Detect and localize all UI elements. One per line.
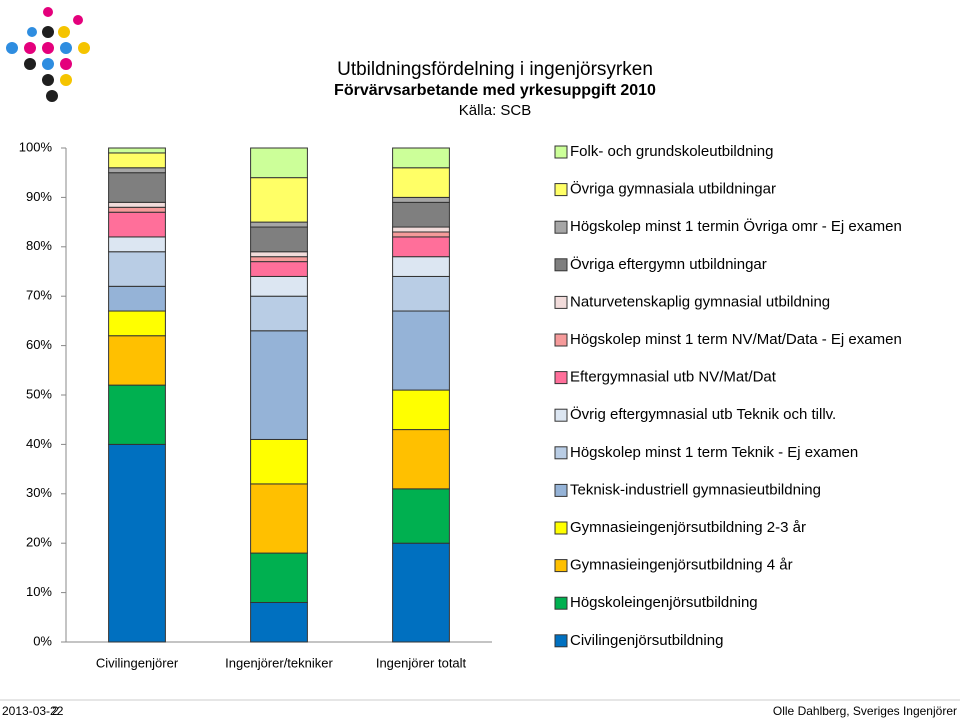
bar-segment xyxy=(250,256,308,263)
y-tick-label: 90% xyxy=(26,189,52,204)
chart-title: Utbildningsfördelning i ingenjörsyrken xyxy=(337,59,653,80)
bar-segment xyxy=(250,261,308,277)
bar-segment xyxy=(392,389,450,431)
bar-segment xyxy=(250,147,308,179)
bar-segment xyxy=(392,196,450,203)
bar-segment xyxy=(392,231,450,238)
footer-author: Olle Dahlberg, Sveriges Ingenjörer xyxy=(773,704,957,718)
legend-label: Folk- och grundskoleutbildning xyxy=(570,143,773,160)
legend-swatch xyxy=(554,183,568,197)
bar-segment xyxy=(108,310,166,337)
x-tick-label: Ingenjörer totalt xyxy=(376,655,467,670)
legend-swatch xyxy=(554,333,568,347)
legend-label: Övriga eftergymn utbildningar xyxy=(570,255,767,273)
x-tick-label: Ingenjörer/tekniker xyxy=(225,655,333,670)
bar-segment xyxy=(108,201,166,208)
bar-segment xyxy=(392,310,450,391)
x-tick-label: Civilingenjörer xyxy=(96,655,179,670)
bar-segment xyxy=(250,177,308,223)
bar-segment xyxy=(392,147,450,169)
legend-label: Eftergymnasial utb NV/Mat/Dat xyxy=(570,369,777,386)
legend-swatch xyxy=(554,295,568,309)
y-tick-label: 80% xyxy=(26,238,52,253)
legend-swatch xyxy=(554,408,568,422)
legend-label: Högskolep minst 1 term Teknik - Ej exame… xyxy=(570,444,858,461)
bar-segment xyxy=(108,167,166,174)
bar-segment xyxy=(250,226,308,253)
bar-segment xyxy=(392,429,450,490)
bar-segment xyxy=(108,285,166,312)
bar-segment xyxy=(108,443,166,643)
legend-label: Högskolep minst 1 termin Övriga omr - Ej… xyxy=(570,217,902,235)
y-tick-label: 60% xyxy=(26,337,52,352)
legend-label: Civilingenjörsutbildning xyxy=(570,632,723,649)
bar-segment xyxy=(250,483,308,554)
bar-segment xyxy=(392,236,450,258)
legend-swatch xyxy=(554,596,568,610)
bar-segment xyxy=(108,147,166,154)
y-tick-label: 100% xyxy=(19,139,53,154)
legend-swatch xyxy=(554,446,568,460)
legend-label: Naturvetenskaplig gymnasial utbildning xyxy=(570,293,830,310)
bar-segment xyxy=(392,275,450,312)
source: Källa: SCB xyxy=(459,102,532,119)
footer-date: 2013-03-22 xyxy=(2,704,64,718)
bar-segment xyxy=(392,226,450,233)
bar-segment xyxy=(108,335,166,386)
page-number: 2 xyxy=(52,704,59,718)
legend-label: Gymnasieingenjörsutbildning 2-3 år xyxy=(570,519,806,536)
bar-segment xyxy=(108,251,166,287)
legend-swatch xyxy=(554,371,568,385)
legend-label: Övrig eftergymnasial utb Teknik och till… xyxy=(570,405,836,423)
bar-segment xyxy=(108,384,166,445)
legend-swatch xyxy=(554,145,568,159)
legend-label: Högskoleingenjörsutbildning xyxy=(570,594,758,611)
y-tick-label: 0% xyxy=(33,633,52,648)
bar-segment xyxy=(392,256,450,277)
legend-swatch xyxy=(554,483,568,497)
bar-segment xyxy=(250,552,308,603)
bar-segment xyxy=(250,601,308,643)
bar-segment xyxy=(108,152,166,169)
bar-segment xyxy=(108,172,166,203)
bar-segment xyxy=(250,438,308,485)
y-tick-label: 70% xyxy=(26,288,52,303)
legend-swatch xyxy=(554,220,568,234)
legend-label: Teknisk-industriell gymnasieutbildning xyxy=(570,481,821,498)
bar-segment xyxy=(250,275,308,297)
legend-label: Övriga gymnasiala utbildningar xyxy=(570,180,776,198)
bar-segment xyxy=(392,542,450,643)
bar-segment xyxy=(250,330,308,440)
bar-segment xyxy=(392,201,450,228)
legend-swatch xyxy=(554,521,568,535)
y-tick-label: 30% xyxy=(26,485,52,500)
bar-segment xyxy=(250,251,308,258)
bar-segment xyxy=(108,236,166,253)
bar-segment xyxy=(250,221,308,228)
legend-swatch xyxy=(554,559,568,573)
legend-label: Högskolep minst 1 term NV/Mat/Data - Ej … xyxy=(570,331,902,348)
bar-segment xyxy=(108,206,166,213)
bar-segment xyxy=(250,295,308,332)
legend-label: Gymnasieingenjörsutbildning 4 år xyxy=(570,557,793,574)
y-tick-label: 50% xyxy=(26,386,52,401)
bar-segment xyxy=(392,488,450,544)
legend-swatch xyxy=(554,634,568,648)
y-tick-label: 10% xyxy=(26,584,52,599)
chart-subtitle: Förvärvsarbetande med yrkesuppgift 2010 xyxy=(334,82,656,99)
bar-segment xyxy=(392,167,450,198)
legend-swatch xyxy=(554,258,568,272)
bar-segment xyxy=(108,211,166,238)
y-tick-label: 20% xyxy=(26,535,52,550)
y-tick-label: 40% xyxy=(26,436,52,451)
logo xyxy=(6,7,90,102)
